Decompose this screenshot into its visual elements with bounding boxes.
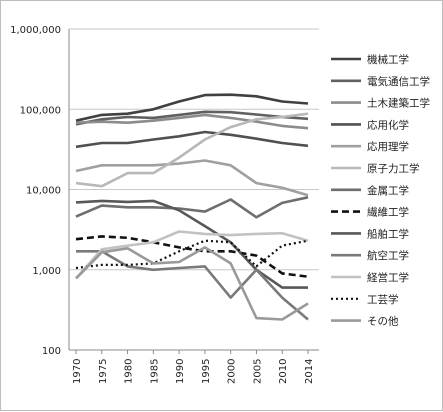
y-tick-label: 100,000	[20, 105, 61, 116]
series-line-5	[75, 159, 309, 197]
series-line-2	[75, 110, 309, 126]
gridlines	[69, 28, 319, 271]
legend-label: 船舶工学	[367, 227, 409, 240]
y-tick-label: 1,000,000	[10, 25, 61, 36]
series-line-12	[75, 239, 309, 270]
x-tick-label: 2010	[278, 359, 289, 384]
x-tick-label: 1990	[175, 359, 186, 384]
series-line-3	[75, 113, 309, 130]
legend-label: 応用理学	[367, 140, 409, 153]
series-line-1	[75, 93, 309, 122]
series-line-9	[75, 199, 308, 289]
y-tick-label: 1,000	[32, 266, 61, 277]
y-tick-label: 10,000	[26, 186, 61, 197]
legend-label: 応用化学	[367, 118, 409, 131]
series-line-4	[75, 130, 309, 149]
legend-label: 機械工学	[367, 53, 409, 66]
legend-label: 電気通信工学	[367, 75, 430, 88]
series-line-11	[75, 230, 309, 280]
x-tick-label: 1980	[124, 359, 135, 384]
legend-label: 原子力工学	[367, 162, 420, 175]
series-line-13	[75, 246, 309, 321]
plot-series	[75, 93, 309, 321]
series-line-10	[76, 250, 309, 321]
x-tick-label: 2005	[252, 359, 263, 384]
y-axis: 100 1,000 10,000 100,000 1,000,000	[10, 25, 70, 357]
legend: 機械工学電気通信工学土木建築工学応用化学応用理学原子力工学金属工学繊維工学船舶工…	[331, 53, 430, 328]
x-tick-label: 2000	[227, 359, 238, 384]
x-tick-label: 1970	[72, 359, 83, 384]
x-axis: 1970 1975 1980 1985 1990 1995 2000 2005 2010 2014	[69, 349, 319, 384]
series-line-6	[75, 112, 309, 188]
series-line-8	[75, 235, 309, 278]
x-tick-label: 1995	[201, 359, 212, 384]
legend-label: 工芸学	[367, 293, 399, 306]
legend-label: 経営工学	[367, 271, 409, 284]
x-tick-label: 2014	[304, 359, 315, 384]
legend-label: 土木建築工学	[367, 97, 430, 110]
legend-label: その他	[367, 315, 399, 328]
y-tick-label: 100	[42, 346, 61, 357]
legend-label: 航空工学	[367, 249, 409, 262]
series-line-7	[75, 196, 309, 219]
x-tick-label: 1985	[149, 359, 160, 384]
x-tick-label: 1975	[98, 359, 109, 384]
legend-label: 繊維工学	[367, 206, 409, 219]
legend-label: 金属工学	[367, 184, 409, 197]
